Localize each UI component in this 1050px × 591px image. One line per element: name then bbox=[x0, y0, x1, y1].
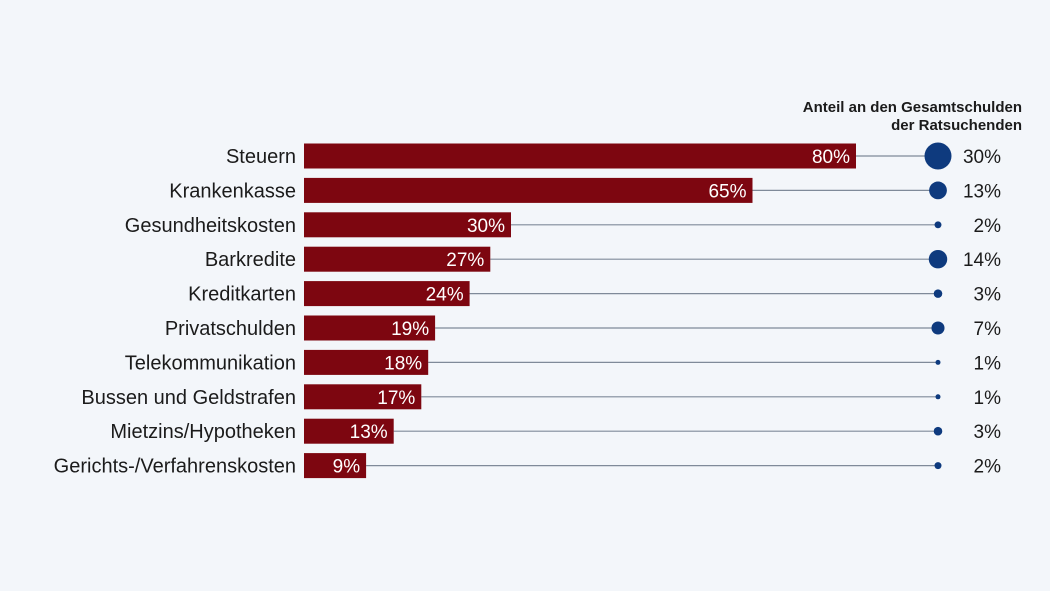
category-label: Kreditkarten bbox=[188, 284, 296, 306]
share-value-label: 13% bbox=[963, 181, 1001, 202]
share-value-label: 7% bbox=[974, 319, 1002, 340]
share-value-label: 2% bbox=[974, 216, 1002, 237]
bar-value-label: 24% bbox=[426, 285, 464, 306]
bar bbox=[304, 349, 429, 375]
chart-rows: Steuern 80% 30% Krankenkasse 65% 13% Gesundhei… bbox=[54, 142, 1002, 479]
share-bubble bbox=[935, 394, 941, 400]
bar-value-label: 9% bbox=[333, 457, 361, 478]
share-value-label: 3% bbox=[974, 285, 1002, 306]
share-value-label: 14% bbox=[963, 250, 1001, 271]
bar bbox=[304, 315, 436, 341]
bar bbox=[304, 453, 367, 479]
share-bubble bbox=[931, 321, 945, 335]
share-bubble bbox=[929, 181, 947, 200]
category-label: Telekommunikation bbox=[125, 352, 296, 374]
share-value-label: 30% bbox=[963, 147, 1001, 168]
category-label: Privatschulden bbox=[165, 318, 296, 340]
bar bbox=[304, 281, 470, 307]
category-label: Gerichts-/Verfahrenskosten bbox=[54, 456, 296, 478]
share-bubble bbox=[934, 462, 942, 470]
share-bubble bbox=[935, 359, 941, 365]
share-value-label: 3% bbox=[974, 422, 1002, 443]
share-bubble bbox=[924, 142, 952, 170]
bar bbox=[304, 418, 394, 444]
bar-value-label: 13% bbox=[350, 422, 388, 443]
bar bbox=[304, 177, 753, 203]
bar bbox=[304, 212, 511, 238]
bar-value-label: 80% bbox=[812, 147, 850, 168]
bar bbox=[304, 246, 491, 272]
share-bubble bbox=[934, 221, 942, 229]
category-label: Steuern bbox=[226, 146, 296, 168]
share-bubble bbox=[933, 289, 943, 298]
bar-value-label: 30% bbox=[467, 216, 505, 237]
share-bubble bbox=[928, 249, 948, 269]
category-label: Barkredite bbox=[205, 249, 296, 271]
share-title-line-2: der Ratsuchenden bbox=[891, 117, 1022, 134]
bar bbox=[304, 384, 422, 410]
share-bubble bbox=[933, 426, 943, 436]
category-label: Gesundheitskosten bbox=[125, 215, 296, 237]
bar-value-label: 27% bbox=[446, 250, 484, 271]
bar bbox=[304, 143, 856, 169]
bar-value-label: 19% bbox=[391, 319, 429, 340]
category-label: Mietzins/Hypotheken bbox=[110, 421, 296, 443]
bar-value-label: 65% bbox=[708, 181, 746, 202]
share-value-label: 2% bbox=[974, 457, 1002, 478]
category-label: Bussen und Geldstrafen bbox=[81, 387, 296, 409]
share-value-label: 1% bbox=[974, 388, 1002, 409]
category-label: Krankenkasse bbox=[169, 180, 296, 202]
bar-value-label: 18% bbox=[384, 353, 422, 374]
share-title: Anteil an den Gesamtschulden der Ratsuch… bbox=[803, 99, 1022, 134]
share-value-label: 1% bbox=[974, 353, 1002, 374]
share-title-line-1: Anteil an den Gesamtschulden bbox=[803, 99, 1022, 116]
bar-value-label: 17% bbox=[377, 388, 415, 409]
